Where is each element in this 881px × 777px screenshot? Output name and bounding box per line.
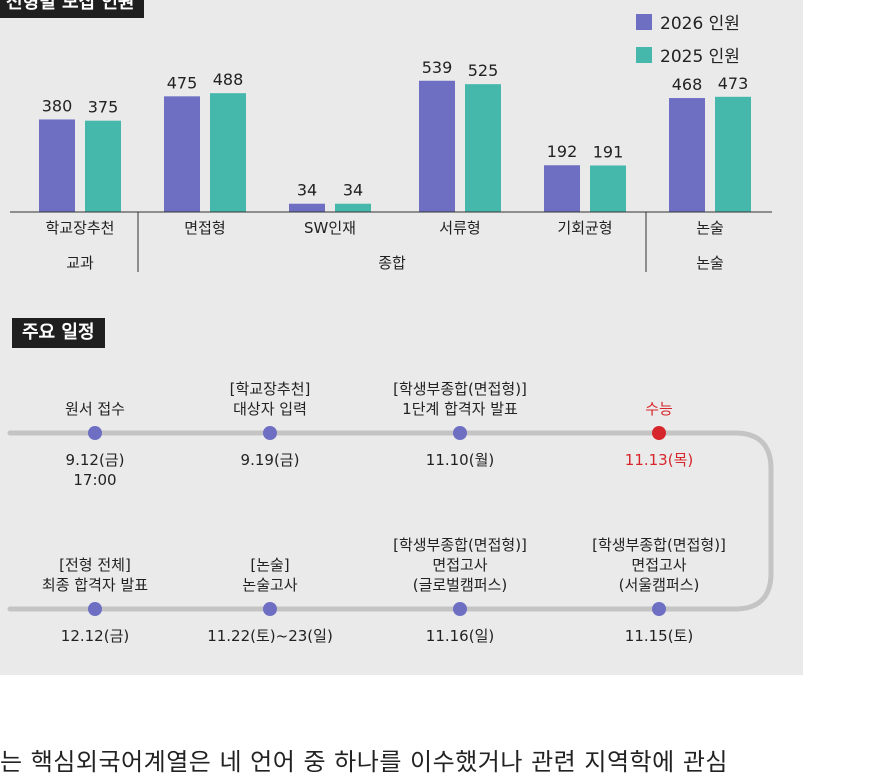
- bar-value-label: 192: [547, 142, 578, 161]
- bar-2025-5: [715, 96, 751, 212]
- bar-2025-3: [465, 84, 501, 212]
- bottom-row-event-label-line: 논술고사: [242, 576, 298, 594]
- bottom-row-event-date: 11.22(토)~23(일): [207, 626, 333, 646]
- bottom-row-dot: [652, 602, 666, 616]
- bar-value-label: 525: [468, 61, 499, 80]
- bar-value-label: 191: [593, 142, 624, 161]
- top-row-dot: [263, 426, 277, 440]
- top-row-event-date: 9.19(금): [241, 450, 300, 470]
- bar-2026-3: [419, 80, 455, 212]
- category-label: 논술: [696, 219, 724, 237]
- legend-item-2026: 2026 인원: [636, 5, 740, 38]
- chart-legend: 2026 인원 2025 인원: [636, 5, 740, 71]
- bottom-row-event-label-line: (글로벌캠퍼스): [412, 576, 508, 594]
- top-row-event-date-line: 11.10(월): [425, 451, 495, 469]
- bottom-row-event-date: 11.16(일): [426, 626, 494, 646]
- bottom-row-event-label-line: [학생부종합(면접형)]: [592, 536, 726, 554]
- bar-2025-2: [335, 203, 371, 212]
- bar-2026-1: [164, 96, 200, 212]
- legend-label-2026: 2026 인원: [660, 14, 740, 34]
- bottom-row-dot: [453, 602, 467, 616]
- bar-value-label: 539: [422, 58, 453, 77]
- schedule-heading: 주요 일정: [12, 318, 105, 348]
- bar-value-label: 488: [213, 70, 244, 89]
- bar-value-label: 473: [718, 74, 749, 93]
- bar-value-label: 34: [297, 181, 317, 200]
- bottom-row-event-label-line: [학생부종합(면접형)]: [393, 536, 527, 554]
- bottom-row-event-label: [학생부종합(면접형)] 면접고사 (글로벌캠퍼스): [393, 535, 527, 595]
- bottom-row-event-date-line: 12.12(금): [60, 627, 130, 645]
- chart-heading: 전형별 모집 인원: [0, 0, 145, 18]
- bar-value-label: 468: [672, 75, 703, 94]
- top-row-event-date: 11.13(목): [625, 450, 693, 470]
- schedule-timeline: [7, 426, 774, 616]
- bar-2026-5: [669, 98, 705, 212]
- top-row-event-label: 원서 접수: [65, 399, 125, 419]
- page-margin: [803, 0, 881, 675]
- article-text: 는 핵심외국어계열은 네 언어 중 하나를 이수했거나 관련 지역학에 관심: [0, 748, 728, 776]
- bar-value-label: 375: [88, 98, 119, 117]
- top-row-event-date: 9.12(금) 17:00: [66, 450, 125, 490]
- bottom-row-event-date-line: 11.15(토): [624, 627, 694, 645]
- group-label: 교과: [66, 254, 94, 272]
- bottom-row-event-date: 11.15(토): [625, 626, 693, 646]
- bottom-row-event-date: 12.12(금): [61, 626, 129, 646]
- bottom-row-event-label-line: (서울캠퍼스): [618, 576, 700, 594]
- bar-2026-2: [289, 203, 325, 212]
- top-row-event-label-line: 수능: [645, 400, 673, 418]
- bottom-row-event-label-line: [논술]: [250, 556, 290, 574]
- timeline-track: [7, 430, 774, 612]
- bottom-row-event-label: [논술] 논술고사: [242, 555, 297, 595]
- category-label: 면접형: [184, 219, 225, 237]
- bar-2026-4: [544, 165, 580, 212]
- top-row-event-date: 11.10(월): [426, 450, 494, 470]
- top-row-event-label: [학생부종합(면접형)] 1단계 합격자 발표: [393, 379, 527, 419]
- top-row-event-date-line: 9.12(금): [65, 451, 125, 469]
- top-row-event-date-line: 17:00: [73, 471, 117, 489]
- legend-swatch-2025: [636, 46, 652, 63]
- group-label: 논술: [696, 254, 724, 272]
- top-row-event-label-line: [학생부종합(면접형)]: [393, 380, 527, 398]
- bottom-row-event-date-line: 11.16(일): [425, 627, 495, 645]
- category-label: 기회균형: [557, 219, 612, 237]
- bar-2025-4: [590, 165, 626, 212]
- category-label: SW인재: [304, 219, 356, 237]
- bar-value-label: 475: [167, 73, 198, 92]
- legend-label-2025: 2025 인원: [660, 47, 740, 67]
- top-row-event-label: 수능: [645, 399, 673, 419]
- group-label: 종합: [378, 254, 406, 272]
- bar-chart: 380 375 학교장추천 475 488 면접형 34 34 SW인재 539 525 서류형 192…: [10, 58, 772, 272]
- top-row-dot: [88, 426, 102, 440]
- bottom-row-dot: [88, 602, 102, 616]
- top-row-dot: [453, 426, 467, 440]
- bottom-row-event-label-line: [전형 전체]: [59, 556, 131, 574]
- top-row-dot: [652, 426, 666, 440]
- bottom-row-event-label-line: 최종 합격자 발표: [41, 576, 149, 594]
- category-label: 학교장추천: [45, 219, 114, 237]
- top-row-event-date-line: 9.19(금): [240, 451, 300, 469]
- bottom-row-event-label-line: 면접고사: [631, 556, 687, 574]
- category-label: 서류형: [439, 219, 480, 237]
- bottom-row-event-label-line: 면접고사: [432, 556, 488, 574]
- bar-2026-0: [39, 119, 75, 212]
- top-row-event-label-line: [학교장추천]: [229, 380, 311, 398]
- top-row-event-label-line: 1단계 합격자 발표: [402, 400, 518, 418]
- bottom-row-event-label: [전형 전체] 최종 합격자 발표: [42, 555, 148, 595]
- legend-item-2025: 2025 인원: [636, 38, 740, 71]
- bottom-row-event-label: [학생부종합(면접형)] 면접고사 (서울캠퍼스): [592, 535, 726, 595]
- top-row-event-date-line: 11.13(목): [624, 451, 694, 469]
- bar-value-label: 34: [343, 181, 363, 200]
- top-row-event-label-line: 대상자 입력: [233, 400, 307, 418]
- bottom-row-event-date-line: 11.22(토)~23(일): [207, 627, 333, 645]
- legend-swatch-2026: [636, 13, 652, 30]
- bottom-row-dot: [263, 602, 277, 616]
- bar-value-label: 380: [42, 96, 73, 115]
- top-row-event-label: [학교장추천] 대상자 입력: [230, 379, 311, 419]
- bar-2025-0: [85, 120, 121, 212]
- bar-2025-1: [210, 93, 246, 212]
- top-row-event-label-line: 원서 접수: [65, 400, 125, 418]
